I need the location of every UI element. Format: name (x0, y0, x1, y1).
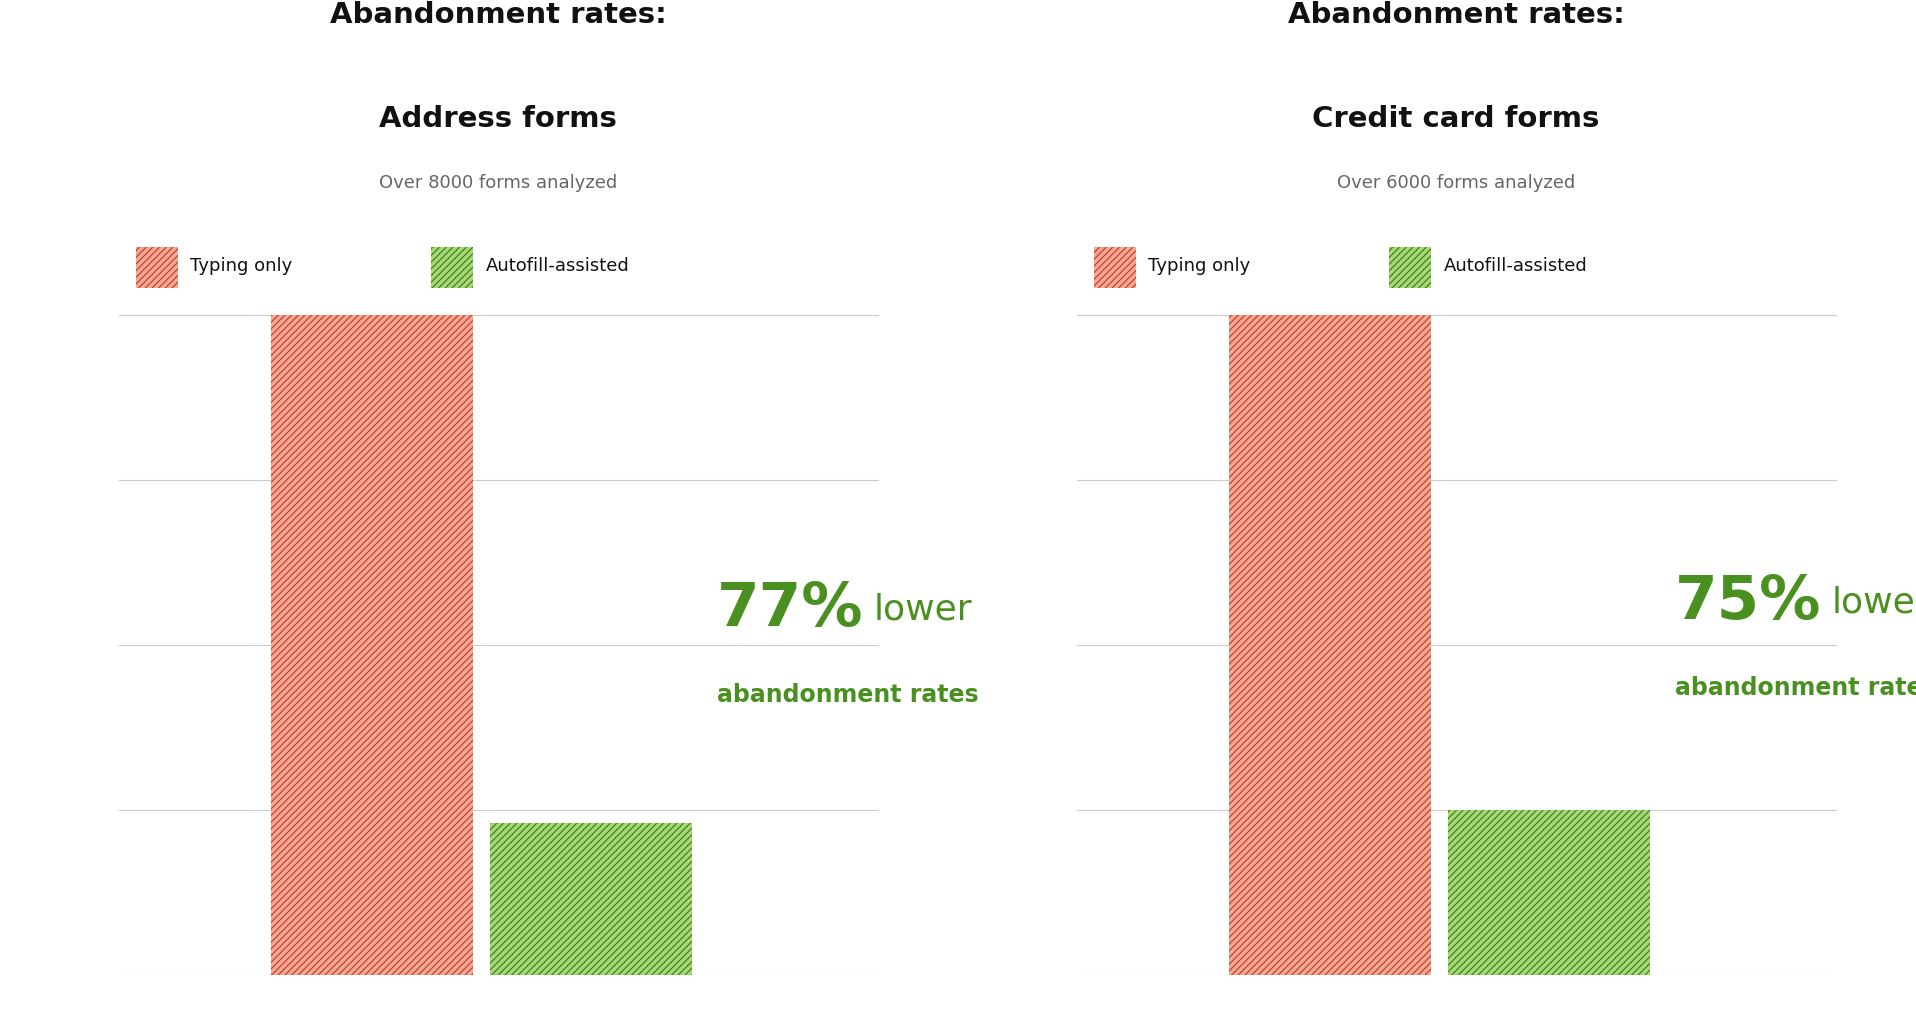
Text: Abandonment rates:: Abandonment rates: (1288, 1, 1625, 29)
Bar (270, 315, 473, 975)
Text: Address forms: Address forms (379, 105, 617, 132)
Text: Abandonment rates:: Abandonment rates: (330, 1, 667, 29)
Text: lower: lower (874, 593, 971, 627)
Bar (1094, 247, 1136, 287)
Text: Autofill-assisted: Autofill-assisted (485, 256, 628, 275)
Bar (1448, 810, 1650, 975)
Bar (1228, 315, 1431, 975)
Bar (1389, 247, 1431, 287)
Text: Autofill-assisted: Autofill-assisted (1443, 256, 1586, 275)
Bar (136, 247, 178, 287)
Text: Typing only: Typing only (1148, 256, 1251, 275)
Text: 77%: 77% (717, 580, 864, 639)
Bar (431, 247, 473, 287)
Text: abandonment rates: abandonment rates (717, 683, 979, 708)
Text: Over 8000 forms analyzed: Over 8000 forms analyzed (379, 173, 617, 192)
Text: abandonment rates: abandonment rates (1675, 676, 1916, 700)
Text: Credit card forms: Credit card forms (1312, 105, 1600, 132)
Text: Typing only: Typing only (190, 256, 293, 275)
Text: 75%: 75% (1675, 573, 1822, 632)
Bar (490, 823, 692, 975)
Text: Over 6000 forms analyzed: Over 6000 forms analyzed (1337, 173, 1575, 192)
Text: lower: lower (1832, 585, 1916, 619)
